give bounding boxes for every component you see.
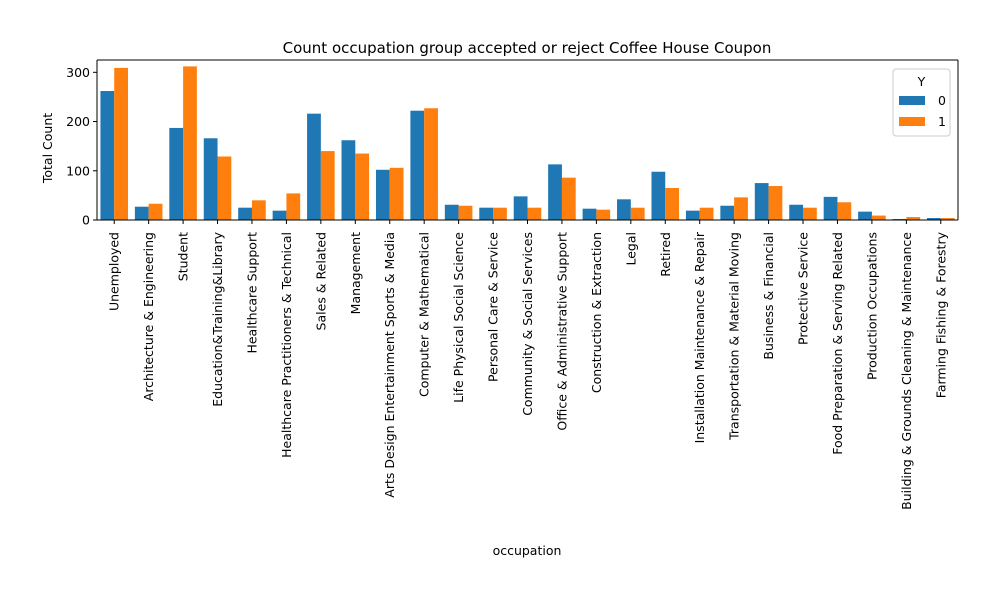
bar-series-0	[134, 206, 149, 220]
bar-series-0	[479, 207, 494, 220]
bar-series-1	[114, 67, 128, 220]
bar-series-1	[286, 193, 301, 220]
bar-series-0	[651, 171, 666, 220]
x-tick-label: Management	[348, 232, 363, 314]
x-tick-label: Arts Design Entertainment Sports & Media	[382, 232, 397, 498]
x-tick-label: Computer & Mathematical	[417, 232, 432, 397]
x-tick-label: Building & Grounds Cleaning & Maintenanc…	[899, 232, 914, 510]
legend-label-0: 0	[938, 93, 946, 108]
bar-series-0	[823, 196, 838, 220]
x-tick-label: Student	[176, 232, 191, 281]
legend-swatch-1	[899, 117, 925, 126]
bar-series-0	[444, 204, 459, 220]
bar-series-1	[527, 207, 542, 220]
x-tick-label: Farming Fishing & Forestry	[933, 231, 948, 398]
bar-series-1	[561, 177, 576, 220]
y-tick-label: 300	[66, 65, 90, 80]
x-tick-label: Community & Social Services	[520, 232, 535, 416]
bar-series-0	[582, 208, 597, 220]
x-tick-label: Retired	[658, 232, 673, 277]
bar-series-0	[375, 169, 390, 220]
x-tick-label: Installation Maintenance & Repair	[692, 231, 707, 443]
bar-series-1	[320, 151, 335, 220]
bar-series-0	[548, 164, 562, 220]
bar-series-1	[837, 202, 852, 220]
x-tick-label: Education&Training&Library	[210, 231, 225, 406]
bar-series-1	[940, 218, 955, 220]
bar-series-0	[858, 211, 872, 220]
legend-entries: 01	[899, 93, 946, 129]
bar-series-0	[754, 183, 769, 220]
x-tick-label: Unemployed	[107, 232, 122, 311]
x-tick-label: Life Physical Social Science	[451, 232, 466, 403]
y-tick-label: 0	[82, 213, 90, 228]
x-tick-label: Healthcare Support	[244, 232, 259, 354]
bar-series-1	[768, 186, 783, 220]
bars-layer	[100, 66, 955, 221]
bar-series-1	[630, 207, 645, 220]
x-tick-label: Sales & Related	[313, 232, 328, 330]
bar-series-1	[906, 217, 921, 220]
x-tick-label: Architecture & Engineering	[141, 232, 156, 401]
x-tick-label: Production Occupations	[864, 232, 879, 380]
bar-series-1	[458, 205, 473, 220]
x-tick-label: Healthcare Practitioners & Technical	[279, 232, 294, 458]
bar-series-0	[617, 199, 631, 220]
x-tick-label: Protective Service	[796, 232, 811, 345]
x-tick-label: Business & Financial	[761, 232, 776, 360]
bar-series-1	[389, 167, 404, 220]
bar-series-1	[803, 207, 817, 220]
bar-series-0	[238, 207, 252, 220]
x-tick-label: Office & Administrative Support	[554, 232, 569, 431]
bar-series-1	[699, 207, 714, 220]
bar-series-0	[100, 91, 115, 221]
bar-series-1	[493, 207, 507, 220]
x-tick-label: Personal Care & Service	[486, 232, 501, 382]
y-axis-label: Total Count	[40, 113, 55, 184]
bar-series-0	[272, 210, 287, 220]
bar-series-1	[734, 197, 748, 220]
bar-series-1	[871, 215, 886, 220]
legend: Y 01	[892, 68, 951, 137]
bar-series-0	[685, 210, 700, 220]
bar-series-1	[251, 200, 266, 220]
bar-series-1	[596, 209, 611, 220]
bar-series-0	[789, 204, 804, 220]
y-tick-label: 200	[66, 114, 90, 129]
bar-series-0	[927, 218, 941, 220]
bar-series-0	[720, 205, 735, 220]
y-tick-label: 100	[66, 163, 90, 178]
bar-series-0	[341, 140, 356, 220]
bar-series-1	[183, 66, 197, 221]
x-axis-label: occupation	[493, 543, 562, 558]
bar-series-1	[217, 156, 232, 220]
legend-title: Y	[917, 74, 926, 89]
x-tick-label: Legal	[623, 232, 638, 266]
bar-series-0	[203, 138, 218, 220]
bar-series-0	[169, 127, 184, 220]
x-tick-label: Transportation & Material Moving	[727, 232, 742, 441]
bar-series-0	[307, 113, 321, 220]
bar-series-1	[665, 188, 680, 220]
legend-label-1: 1	[938, 114, 946, 129]
bar-series-1	[148, 203, 163, 220]
x-tick-label: Construction & Extraction	[589, 232, 604, 393]
x-tick-label: Food Preparation & Serving Related	[830, 232, 845, 455]
bar-series-0	[513, 196, 528, 220]
legend-swatch-0	[899, 96, 925, 105]
bar-series-1	[355, 153, 370, 220]
bar-series-1	[424, 108, 438, 220]
bar-series-0	[410, 110, 425, 220]
chart-title: Count occupation group accepted or rejec…	[283, 39, 772, 57]
